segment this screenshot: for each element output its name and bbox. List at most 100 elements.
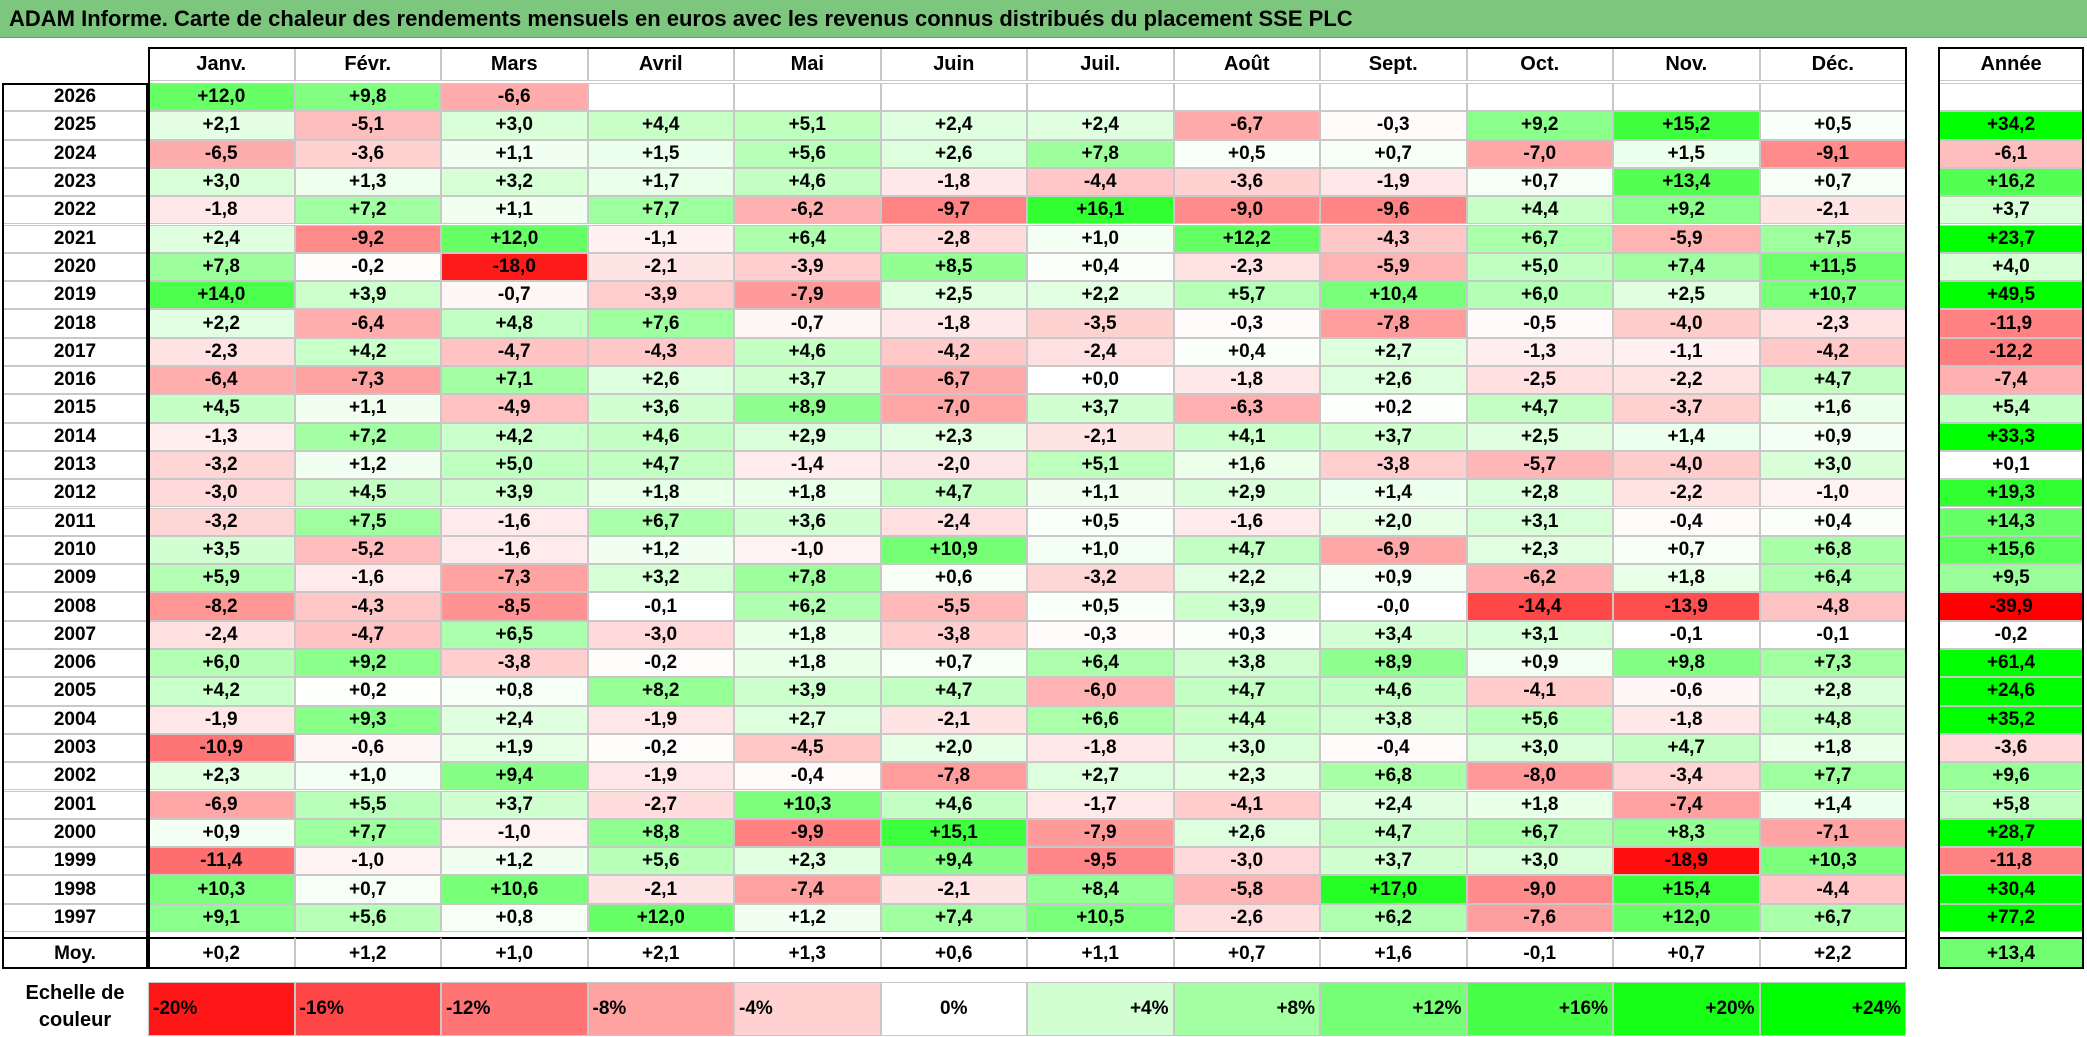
average-cell: +0,7 bbox=[1613, 937, 1760, 969]
annual-cell: -11,9 bbox=[1938, 309, 2084, 338]
year-label: 2007 bbox=[2, 620, 148, 649]
heatmap-cell: +4,7 bbox=[1173, 535, 1320, 565]
color-scale-swatch: 0% bbox=[880, 982, 1027, 1036]
average-cell: +1,2 bbox=[294, 937, 441, 969]
heatmap-cell: -4,0 bbox=[1613, 309, 1760, 338]
heatmap-cell: -2,1 bbox=[1759, 196, 1906, 225]
year-label: 2017 bbox=[2, 337, 148, 366]
heatmap-cell: +2,5 bbox=[1466, 422, 1613, 451]
heatmap-cell: +4,8 bbox=[1759, 705, 1906, 734]
heatmap-cell: -7,6 bbox=[1466, 903, 1613, 932]
heatmap-cell: +0,2 bbox=[294, 677, 441, 706]
heatmap-cell: -2,5 bbox=[1466, 366, 1613, 395]
heatmap-cell: -4,4 bbox=[1759, 875, 1906, 904]
heatmap-cell: -2,3 bbox=[1173, 252, 1320, 282]
heatmap-cell: +2,0 bbox=[1320, 507, 1467, 536]
heatmap-cell: +5,7 bbox=[1173, 281, 1320, 310]
heatmap-cell: +0,2 bbox=[1320, 394, 1467, 423]
average-label: Moy. bbox=[2, 937, 148, 969]
heatmap-cell: +9,8 bbox=[1613, 649, 1760, 678]
heatmap-cell: +1,0 bbox=[1027, 535, 1174, 565]
heatmap-cell: -4,2 bbox=[1759, 337, 1906, 366]
annual-cell: +0,1 bbox=[1938, 450, 2084, 480]
heatmap-cell: +2,4 bbox=[441, 705, 588, 734]
heatmap-cell: +0,3 bbox=[1173, 620, 1320, 649]
heatmap-cell: +5,6 bbox=[587, 847, 734, 876]
heatmap-cell: -5,9 bbox=[1320, 252, 1467, 282]
heatmap-cell: +0,0 bbox=[1027, 366, 1174, 395]
heatmap-cell: +3,5 bbox=[148, 535, 295, 565]
heatmap-cell: -3,9 bbox=[734, 252, 881, 282]
heatmap-cell: +0,9 bbox=[1466, 649, 1613, 678]
heatmap-cell: +4,7 bbox=[1173, 677, 1320, 706]
year-label: 2014 bbox=[2, 422, 148, 451]
year-label: 2026 bbox=[2, 83, 148, 112]
heatmap-cell: -6,4 bbox=[148, 366, 295, 395]
heatmap-cell: -0,1 bbox=[1759, 620, 1906, 649]
heatmap-cell: -3,5 bbox=[1027, 309, 1174, 338]
heatmap-cell: -1,8 bbox=[148, 196, 295, 225]
color-scale-swatch: -8% bbox=[587, 982, 734, 1036]
average-cell: +1,6 bbox=[1320, 937, 1467, 969]
heatmap-cell: +0,6 bbox=[880, 564, 1027, 593]
heatmap-cell: +0,5 bbox=[1173, 139, 1320, 168]
heatmap-cell: +7,4 bbox=[880, 903, 1027, 932]
heatmap-cell: -6,4 bbox=[294, 309, 441, 338]
heatmap-cell: -6,9 bbox=[1320, 535, 1467, 565]
year-label: 2006 bbox=[2, 649, 148, 678]
month-header: Juil. bbox=[1027, 47, 1174, 81]
heatmap-cell: +5,0 bbox=[441, 450, 588, 480]
heatmap-cell: +0,9 bbox=[148, 818, 295, 848]
heatmap-cell: -5,1 bbox=[294, 111, 441, 140]
annual-cell: +9,5 bbox=[1938, 564, 2084, 593]
heatmap-cell: -0,2 bbox=[294, 252, 441, 282]
heatmap-cell: -2,1 bbox=[880, 875, 1027, 904]
heatmap-cell: +0,7 bbox=[1759, 167, 1906, 197]
heatmap-cell: -9,1 bbox=[1759, 139, 1906, 168]
heatmap-cell: +9,2 bbox=[1613, 196, 1760, 225]
year-column-header: Année bbox=[1938, 47, 2084, 81]
heatmap-cell: +0,7 bbox=[1613, 535, 1760, 565]
heatmap-cell: -2,3 bbox=[1759, 309, 1906, 338]
annual-cell: +61,4 bbox=[1938, 649, 2084, 678]
heatmap-cell: +4,7 bbox=[880, 677, 1027, 706]
heatmap-cell bbox=[880, 83, 1027, 112]
heatmap-cell: +1,5 bbox=[1613, 139, 1760, 168]
heatmap-cell: +3,9 bbox=[1173, 592, 1320, 621]
heatmap-cell: -1,6 bbox=[441, 507, 588, 536]
heatmap-cell: -3,7 bbox=[1613, 394, 1760, 423]
heatmap-cell: -2,2 bbox=[1613, 479, 1760, 508]
year-label: 1999 bbox=[2, 847, 148, 876]
average-annual-cell: +13,4 bbox=[1938, 937, 2084, 969]
heatmap-cell: +3,0 bbox=[148, 167, 295, 197]
heatmap-cell: -1,7 bbox=[1027, 790, 1174, 819]
heatmap-cell: -1,9 bbox=[148, 705, 295, 734]
heatmap-cell: -4,5 bbox=[734, 733, 881, 763]
heatmap-cell: +0,8 bbox=[441, 903, 588, 932]
heatmap-cell: -9,0 bbox=[1466, 875, 1613, 904]
heatmap-cell: +4,6 bbox=[734, 337, 881, 366]
heatmap-cell: +3,6 bbox=[734, 507, 881, 536]
heatmap-cell: +8,9 bbox=[1320, 649, 1467, 678]
heatmap-cell: -3,2 bbox=[148, 507, 295, 536]
annual-cell: +35,2 bbox=[1938, 705, 2084, 734]
heatmap-cell: -9,0 bbox=[1173, 196, 1320, 225]
heatmap-cell: +1,8 bbox=[734, 649, 881, 678]
heatmap-cell: +2,1 bbox=[148, 111, 295, 140]
heatmap-cell: -3,2 bbox=[1027, 564, 1174, 593]
heatmap-cell: -9,9 bbox=[734, 818, 881, 848]
heatmap-cell: -1,8 bbox=[880, 167, 1027, 197]
heatmap-cell: -1,9 bbox=[587, 762, 734, 791]
annual-cell: -39,9 bbox=[1938, 592, 2084, 621]
month-header: Nov. bbox=[1613, 47, 1760, 81]
month-header: Avril bbox=[587, 47, 734, 81]
heatmap-cell: -5,8 bbox=[1173, 875, 1320, 904]
heatmap-cell: +3,2 bbox=[441, 167, 588, 197]
month-header: Févr. bbox=[294, 47, 441, 81]
heatmap-cell: -6,5 bbox=[148, 139, 295, 168]
heatmap-cell: -4,7 bbox=[294, 620, 441, 649]
heatmap-cell: -1,0 bbox=[294, 847, 441, 876]
heatmap-cell: +4,7 bbox=[1759, 366, 1906, 395]
heatmap-cell: +3,7 bbox=[441, 790, 588, 819]
